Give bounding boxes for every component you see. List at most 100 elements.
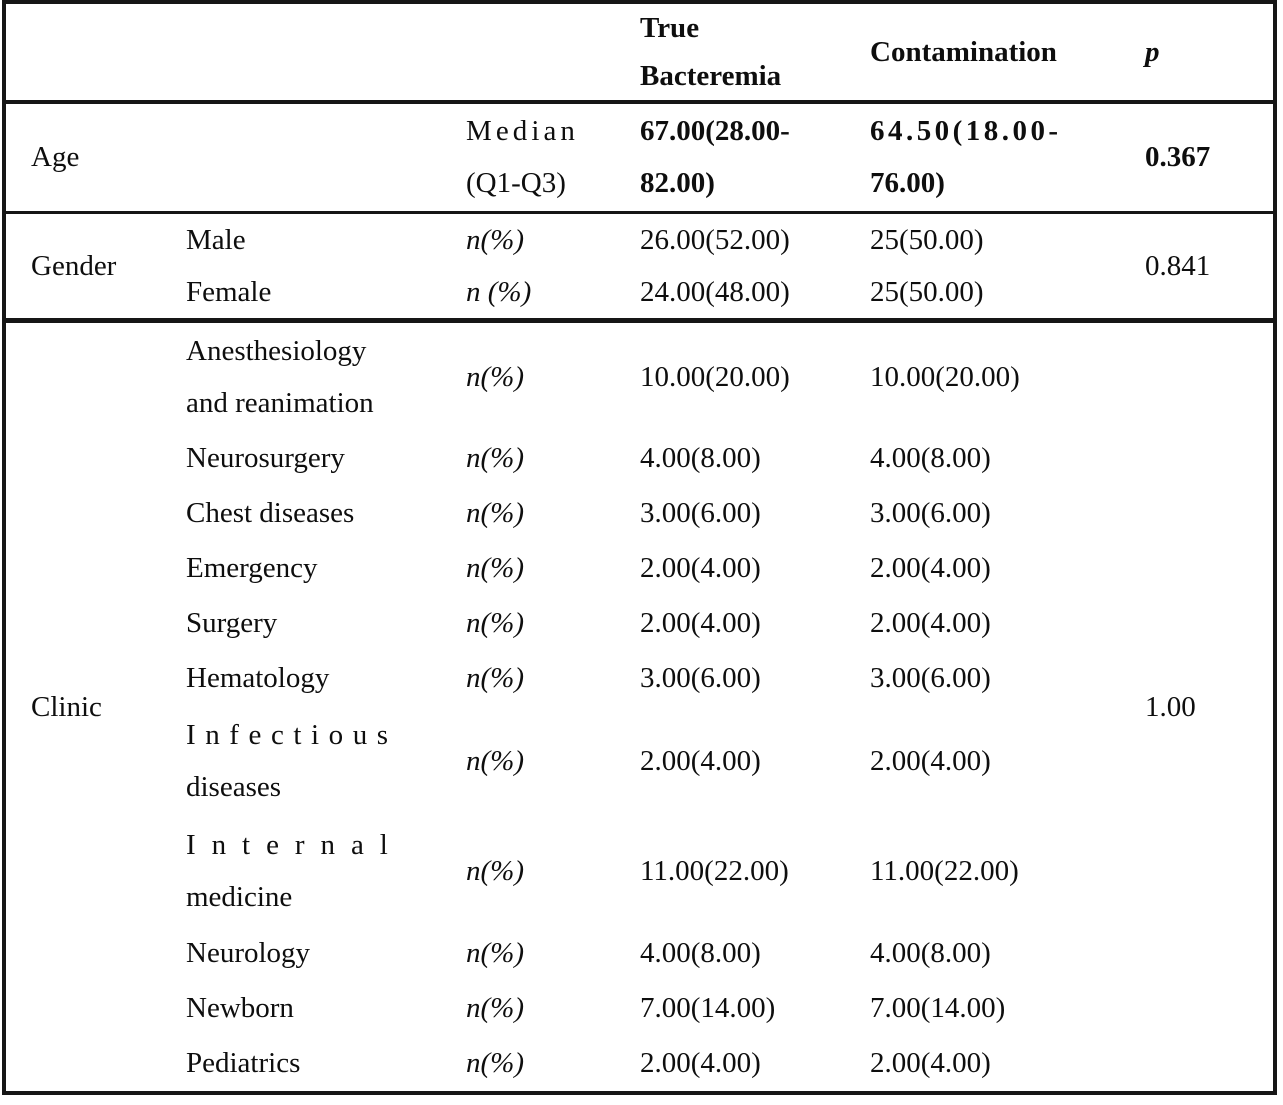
table-row-internal-medicine: Internal medicine n(%) 11.00(22.00) 11.0… bbox=[4, 816, 1275, 926]
anesthesiology-true-value: 10.00(20.00) bbox=[640, 360, 790, 393]
header-true-bacteremia-line1: True bbox=[640, 12, 700, 44]
gender-p-value: 0.841 bbox=[1145, 249, 1211, 282]
anesthesiology-measure: n(%) bbox=[466, 360, 524, 393]
table-header: True Bacteremia Contamination p bbox=[4, 2, 1275, 102]
emergency-true-value: 2.00(4.00) bbox=[640, 552, 761, 584]
header-measure-blank bbox=[460, 2, 634, 102]
header-contamination: Contamination bbox=[870, 36, 1057, 68]
header-true-bacteremia-line2: Bacteremia bbox=[640, 60, 782, 92]
female-contamination-value: 25(50.00) bbox=[870, 276, 984, 308]
hematology-true-value: 3.00(6.00) bbox=[640, 662, 761, 694]
row-label-age: Age bbox=[31, 141, 80, 174]
internal-medicine-label: Internal medicine bbox=[182, 816, 460, 926]
age-true-line1: 67.00(28.00- bbox=[640, 115, 790, 148]
chest-diseases-label: Chest diseases bbox=[186, 497, 355, 529]
infectious-true-value: 2.00(4.00) bbox=[640, 744, 761, 777]
header-p: p bbox=[1145, 36, 1160, 68]
infectious-cont-value: 2.00(4.00) bbox=[870, 744, 991, 777]
internal-cont-value: 11.00(22.00) bbox=[870, 854, 1019, 887]
male-true-bacteremia-value: 26.00(52.00) bbox=[640, 223, 790, 256]
emergency-measure: n(%) bbox=[466, 552, 524, 584]
infectious-measure: n(%) bbox=[466, 744, 524, 777]
infectious-label-line1: Infectious bbox=[186, 718, 398, 751]
male-measure: n(%) bbox=[466, 223, 524, 256]
age-sublabel-blank bbox=[182, 102, 460, 212]
emergency-label: Emergency bbox=[186, 552, 318, 584]
pediatrics-cont-value: 2.00(4.00) bbox=[870, 1047, 991, 1079]
internal-measure: n(%) bbox=[466, 854, 524, 887]
table-row-chest-diseases: Chest diseases n(%) 3.00(6.00) 3.00(6.00… bbox=[4, 486, 1275, 541]
age-cont-line2: 76.00) bbox=[870, 167, 945, 200]
surgery-label: Surgery bbox=[186, 607, 278, 639]
table-row-newborn: Newborn n(%) 7.00(14.00) 7.00(14.00) bbox=[4, 981, 1275, 1036]
age-measure-line2: (Q1-Q3) bbox=[466, 167, 566, 200]
row-label-gender: Gender bbox=[31, 249, 117, 282]
neurology-measure: n(%) bbox=[466, 937, 524, 969]
age-contamination-value: 64.50(18.00- 76.00) bbox=[864, 102, 1140, 212]
table-row-emergency: Emergency n(%) 2.00(4.00) 2.00(4.00) bbox=[4, 541, 1275, 596]
neurosurgery-true-value: 4.00(8.00) bbox=[640, 442, 761, 474]
chest-diseases-cont-value: 3.00(6.00) bbox=[870, 497, 991, 529]
chest-diseases-true-value: 3.00(6.00) bbox=[640, 497, 761, 529]
neurosurgery-label: Neurosurgery bbox=[186, 442, 345, 474]
table-row-female: Female n (%) 24.00(48.00) 25(50.00) bbox=[4, 266, 1275, 321]
anesthesiology-label: Anesthesiology and reanimation bbox=[182, 321, 460, 431]
internal-true-value: 11.00(22.00) bbox=[640, 854, 789, 887]
male-label: Male bbox=[186, 223, 246, 256]
anesthesiology-cont-value: 10.00(20.00) bbox=[870, 360, 1020, 393]
newborn-measure: n(%) bbox=[466, 992, 524, 1024]
newborn-true-value: 7.00(14.00) bbox=[640, 992, 776, 1024]
neurology-cont-value: 4.00(8.00) bbox=[870, 937, 991, 969]
age-true-bacteremia-value: 67.00(28.00- 82.00) bbox=[634, 102, 864, 212]
table-row-anesthesiology: Clinic Anesthesiology and reanimation n(… bbox=[4, 321, 1275, 723]
infectious-diseases-label: Infectious diseases bbox=[182, 706, 460, 816]
anesthesiology-label-line1: Anesthesiology bbox=[186, 334, 367, 367]
emergency-cont-value: 2.00(4.00) bbox=[870, 552, 991, 584]
hematology-cont-value: 3.00(6.00) bbox=[870, 662, 991, 694]
internal-label-line2: medicine bbox=[186, 880, 293, 913]
chest-diseases-measure: n(%) bbox=[466, 497, 524, 529]
table-row-neurosurgery: Neurosurgery n(%) 4.00(8.00) 4.00(8.00) bbox=[4, 431, 1275, 486]
header-row: True Bacteremia Contamination p bbox=[4, 2, 1275, 102]
table-row-infectious-diseases: Infectious diseases n(%) 2.00(4.00) 2.00… bbox=[4, 706, 1275, 816]
section-gender: Gender Male n(%) 26.00(52.00) 25(50.00) … bbox=[4, 212, 1275, 321]
clinic-p-value: 1.00 bbox=[1145, 690, 1196, 723]
newborn-cont-value: 7.00(14.00) bbox=[870, 992, 1006, 1024]
pediatrics-label: Pediatrics bbox=[186, 1047, 301, 1079]
table-row-hematology: Hematology n(%) 3.00(6.00) 3.00(6.00) bbox=[4, 651, 1275, 706]
neurosurgery-measure: n(%) bbox=[466, 442, 524, 474]
header-category-blank bbox=[4, 2, 182, 102]
pediatrics-true-value: 2.00(4.00) bbox=[640, 1047, 761, 1079]
table-row-male: Gender Male n(%) 26.00(52.00) 25(50.00) … bbox=[4, 212, 1275, 282]
female-label: Female bbox=[186, 276, 272, 308]
section-clinic: Clinic Anesthesiology and reanimation n(… bbox=[4, 321, 1275, 1093]
neurology-true-value: 4.00(8.00) bbox=[640, 937, 761, 969]
table-row-pediatrics: Pediatrics n(%) 2.00(4.00) 2.00(4.00) bbox=[4, 1036, 1275, 1093]
age-p-value: 0.367 bbox=[1145, 141, 1211, 174]
age-true-line2: 82.00) bbox=[640, 167, 715, 200]
age-measure-line1: Median bbox=[466, 115, 579, 148]
hematology-measure: n(%) bbox=[466, 662, 524, 694]
table-row-surgery: Surgery n(%) 2.00(4.00) 2.00(4.00) bbox=[4, 596, 1275, 651]
neurology-label: Neurology bbox=[186, 937, 311, 969]
hematology-label: Hematology bbox=[186, 662, 330, 694]
age-cont-line1: 64.50(18.00- bbox=[870, 115, 1062, 148]
male-contamination-value: 25(50.00) bbox=[870, 223, 984, 256]
table-row-age: Age Median (Q1-Q3) 67.00(28.00- 82.00) 6… bbox=[4, 102, 1275, 212]
female-true-bacteremia-value: 24.00(48.00) bbox=[640, 276, 790, 308]
surgery-true-value: 2.00(4.00) bbox=[640, 607, 761, 639]
internal-label-line1: Internal bbox=[186, 828, 404, 861]
table-row-neurology: Neurology n(%) 4.00(8.00) 4.00(8.00) bbox=[4, 926, 1275, 981]
row-label-clinic: Clinic bbox=[31, 690, 102, 723]
header-subcategory-blank bbox=[182, 2, 460, 102]
header-true-bacteremia: True Bacteremia bbox=[634, 2, 864, 102]
infectious-label-line2: diseases bbox=[186, 770, 282, 803]
surgery-measure: n(%) bbox=[466, 607, 524, 639]
age-measure: Median (Q1-Q3) bbox=[460, 102, 634, 212]
surgery-cont-value: 2.00(4.00) bbox=[870, 607, 991, 639]
female-measure: n (%) bbox=[466, 276, 532, 308]
neurosurgery-cont-value: 4.00(8.00) bbox=[870, 442, 991, 474]
anesthesiology-label-line2: and reanimation bbox=[186, 386, 374, 419]
